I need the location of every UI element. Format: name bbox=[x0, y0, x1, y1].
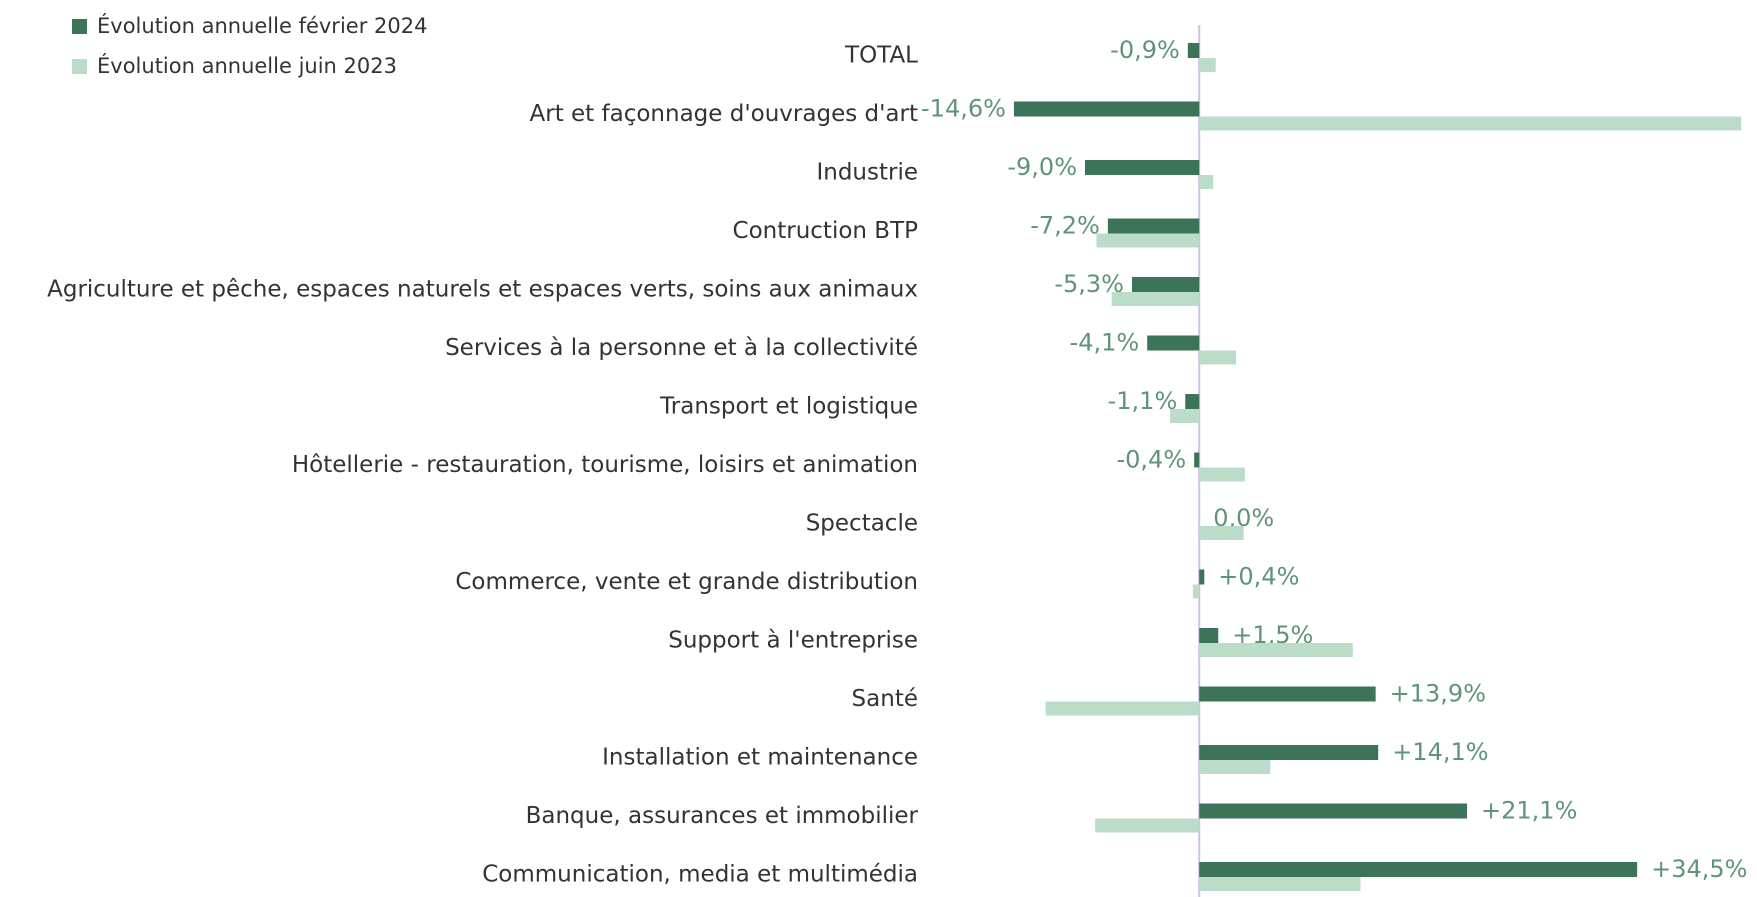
category-label: Agriculture et pêche, espaces naturels e… bbox=[47, 277, 918, 303]
value-label: -14,6% bbox=[921, 95, 1006, 123]
bar bbox=[1187, 43, 1200, 58]
bar bbox=[1199, 569, 1205, 585]
legend-swatch bbox=[72, 59, 87, 74]
value-label: +34,5% bbox=[1651, 855, 1747, 883]
bar bbox=[1199, 526, 1244, 540]
bar bbox=[1199, 877, 1361, 891]
bar bbox=[1131, 277, 1200, 292]
value-label: -0,4% bbox=[1117, 446, 1187, 474]
bar bbox=[1192, 584, 1200, 599]
bar bbox=[1199, 803, 1468, 819]
bar bbox=[1199, 760, 1271, 774]
bar bbox=[1045, 701, 1200, 716]
bar bbox=[1147, 335, 1200, 351]
bar bbox=[1199, 643, 1353, 657]
bar bbox=[1107, 218, 1200, 234]
bar bbox=[1199, 686, 1376, 702]
category-label: Installation et maintenance bbox=[602, 745, 918, 771]
bar bbox=[1096, 233, 1200, 248]
value-label: +14,1% bbox=[1392, 738, 1488, 766]
value-label: +13,9% bbox=[1390, 680, 1486, 708]
bar bbox=[1185, 394, 1200, 409]
category-label: Communication, media et multimédia bbox=[482, 862, 918, 888]
bar bbox=[1199, 862, 1638, 877]
category-label: Support à l'entreprise bbox=[668, 628, 918, 654]
category-label: Industrie bbox=[816, 160, 918, 186]
value-label: -7,2% bbox=[1030, 212, 1100, 240]
category-label: Transport et logistique bbox=[659, 394, 918, 420]
category-label: Art et façonnage d'ouvrages d'art bbox=[530, 101, 918, 127]
bar bbox=[1199, 745, 1379, 760]
bar bbox=[1170, 409, 1200, 423]
bar bbox=[1095, 818, 1200, 833]
category-label: Santé bbox=[852, 686, 918, 712]
bar bbox=[1013, 101, 1200, 117]
bar bbox=[1199, 58, 1216, 72]
category-label: Banque, assurances et immobilier bbox=[526, 803, 919, 829]
category-label: Spectacle bbox=[806, 511, 918, 537]
category-label: Services à la personne et à la collectiv… bbox=[445, 335, 918, 361]
legend-swatch bbox=[72, 19, 87, 34]
bar bbox=[1194, 452, 1200, 468]
category-label: Commerce, vente et grande distribution bbox=[455, 569, 918, 595]
bar bbox=[1111, 292, 1200, 306]
category-label: Hôtellerie - restauration, tourisme, loi… bbox=[292, 452, 918, 478]
value-label: +0,4% bbox=[1218, 563, 1299, 591]
legend-label: Évolution annuelle février 2024 bbox=[97, 13, 427, 38]
category-label: TOTAL bbox=[844, 43, 918, 69]
bar bbox=[1199, 350, 1237, 365]
value-label: -0,9% bbox=[1110, 36, 1180, 64]
value-label: -4,1% bbox=[1070, 329, 1140, 357]
bar bbox=[1199, 116, 1742, 131]
legend-label: Évolution annuelle juin 2023 bbox=[97, 53, 397, 78]
category-label: Contruction BTP bbox=[733, 218, 919, 244]
bar bbox=[1199, 175, 1214, 189]
bar bbox=[1199, 467, 1245, 482]
bar bbox=[1085, 160, 1200, 175]
value-label: +21,1% bbox=[1481, 797, 1577, 825]
bar bbox=[1199, 628, 1219, 643]
value-label: -1,1% bbox=[1108, 387, 1178, 415]
value-label: -9,0% bbox=[1007, 153, 1077, 181]
